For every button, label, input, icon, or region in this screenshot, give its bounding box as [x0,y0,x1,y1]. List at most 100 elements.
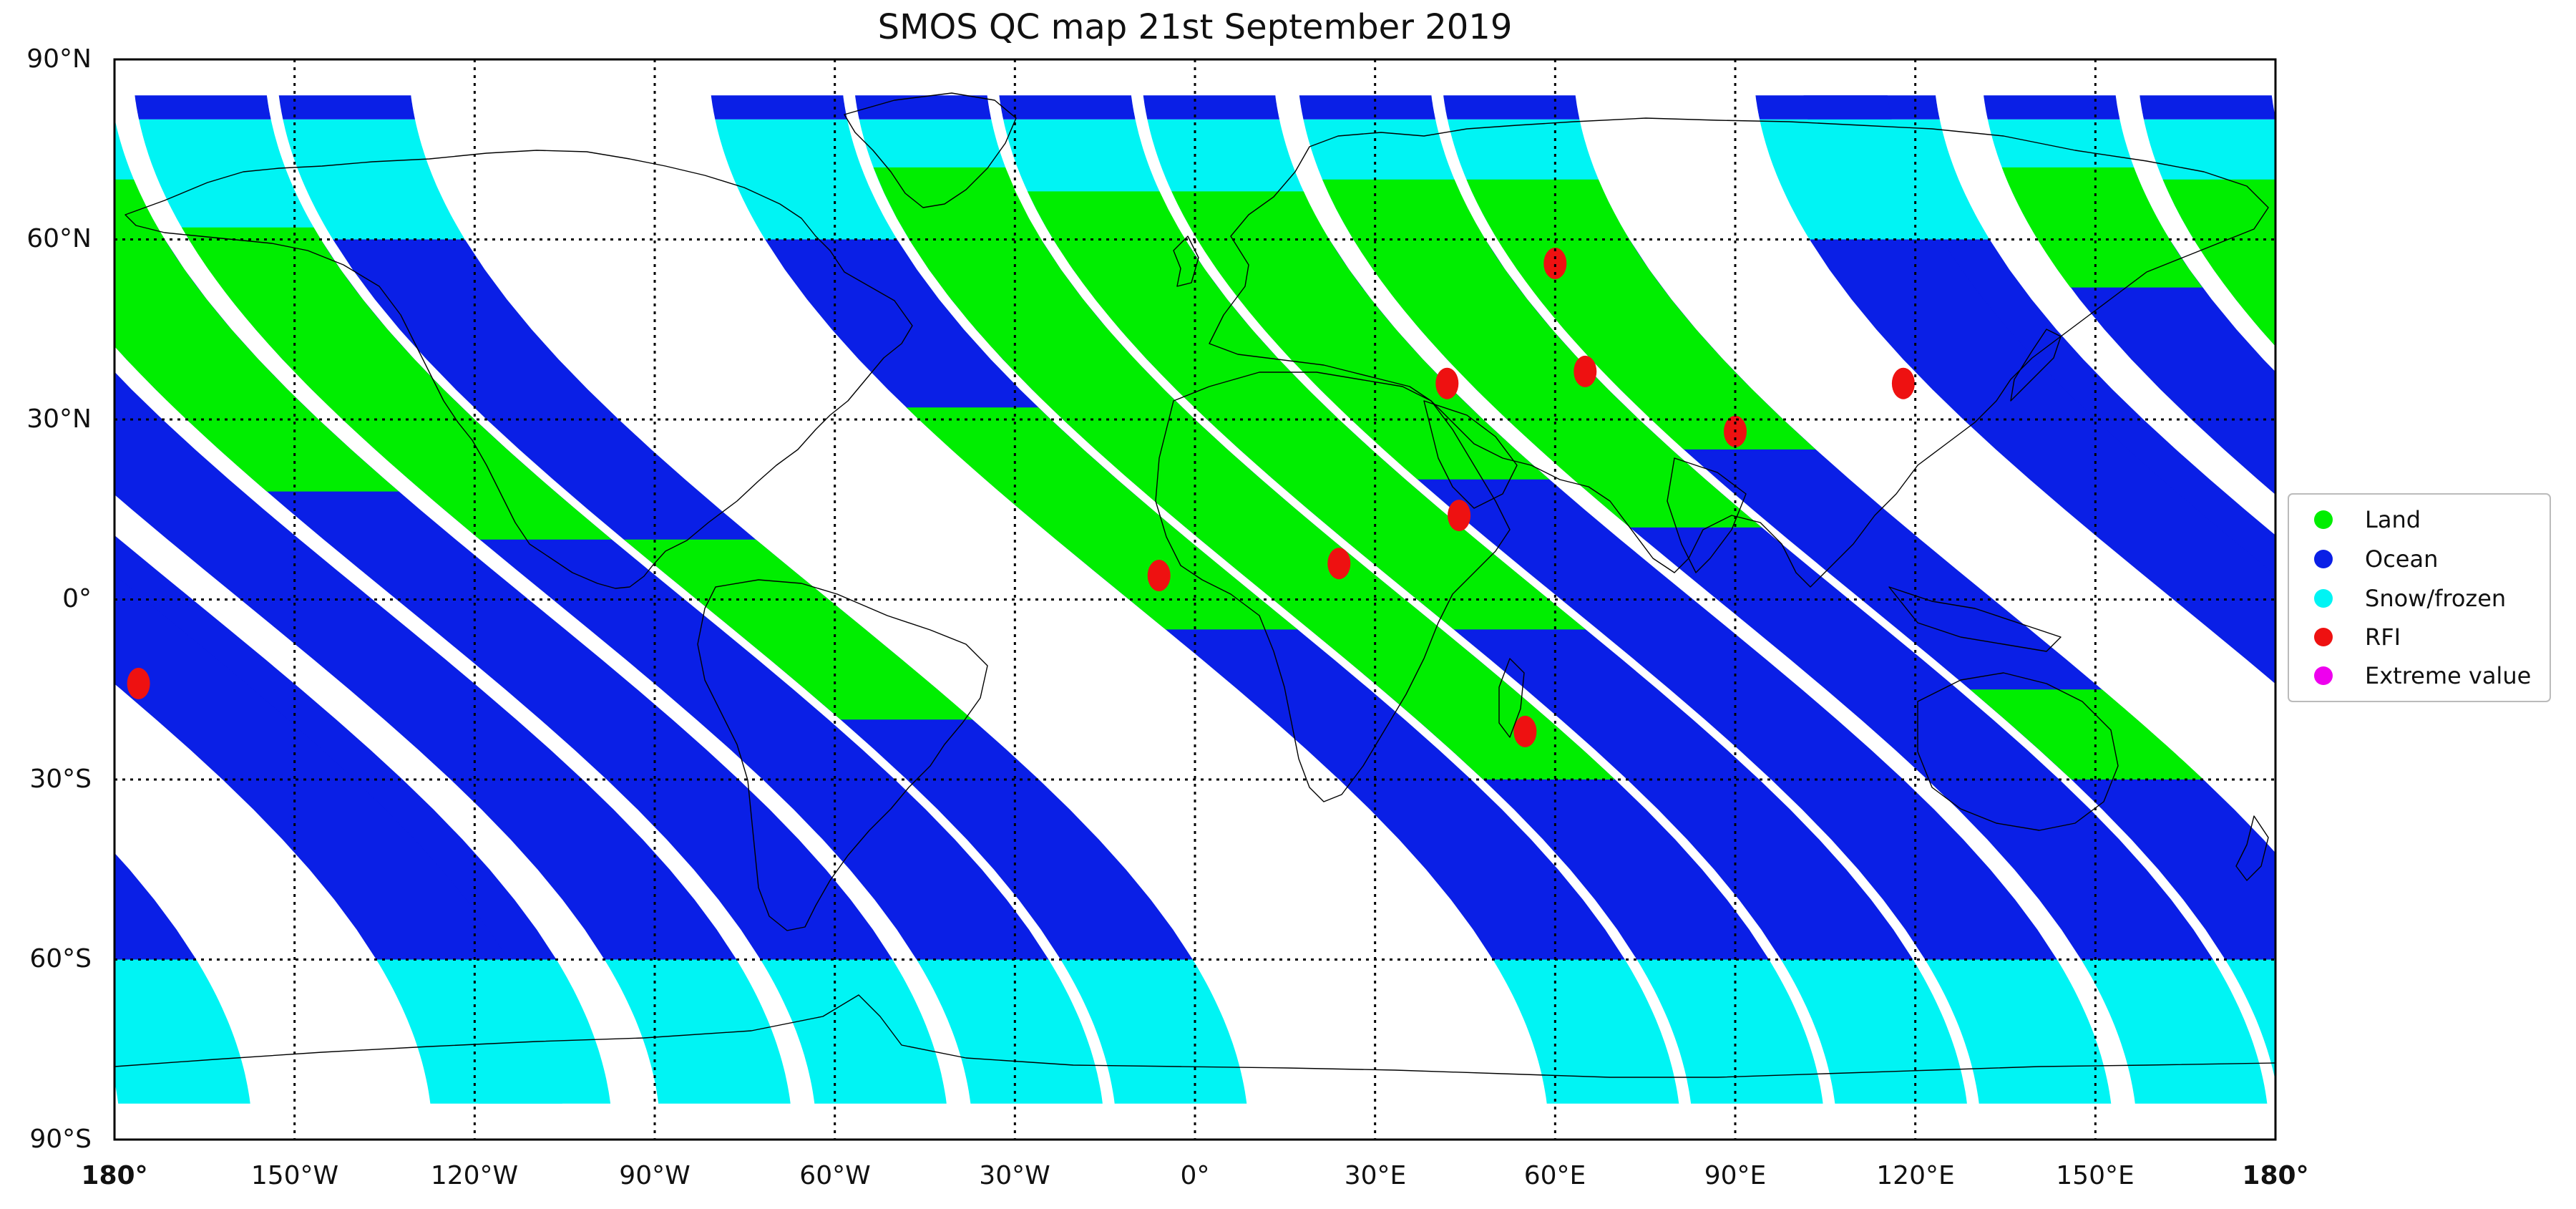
africa-coastline [1155,372,1511,802]
greenland-coastline [844,92,1017,208]
swath-snow-segment [2300,120,2482,240]
swath-ocean-segment [0,240,52,960]
lon-tick-label: 150°W [251,1161,338,1190]
legend-marker-ocean [2314,550,2333,568]
graticule-lines [114,59,2275,1140]
swath-ocean-segment [855,95,992,120]
swath-snow-segment [376,959,562,1104]
swath-land-segment [1970,689,2204,780]
madagascar-coastline [1498,658,1525,738]
swath-snow-segment [139,119,321,240]
legend-label-land: Land [2365,506,2421,533]
lat-tick-label: 60°S [29,944,92,973]
arabia-coastline [1423,400,1518,509]
rfi-patch [1147,560,1171,591]
legend-marker-extreme-value [2314,666,2333,685]
swath-land-segment [2343,228,2576,540]
swath-snow-segment [283,119,465,240]
lon-tick-label: 30°W [979,1161,1050,1190]
swath-ocean-segment [2037,239,2275,495]
swath-ocean-segment [1755,95,1892,120]
lon-tick-label: 180° [81,1161,147,1190]
lon-tick-label: 60°E [1524,1161,1586,1190]
lon-tick-label: 60°W [799,1161,870,1190]
swath-land-segment [114,179,399,492]
map-frame [113,58,2277,1141]
swath-ocean-segment [1299,95,1436,120]
swath-snow-segment [2537,960,2576,1104]
legend-box [2288,493,2551,702]
swath-ocean-segment [999,95,1136,120]
swath-ocean-segment [1143,95,1279,120]
swath-land-segment [906,407,1298,630]
lat-tick-label: 30°S [29,764,92,794]
legend-marker-land [2314,510,2333,529]
lat-tick-label: 90°N [26,44,92,74]
swath-ocean-segment [1809,239,2275,684]
swath-snow-segment [0,120,9,240]
eurasia-coastline [1209,117,2269,588]
swath-ocean-segment [2440,95,2576,120]
swath-ocean-segment [114,853,197,960]
legend-label-extreme-value: Extreme value [2365,662,2531,689]
swath-land-segment [181,227,612,540]
swath-land-segment [2162,179,2275,346]
north-america-coastline [125,150,913,589]
swath-snow-segment [1493,959,1679,1104]
swath-snow-segment [1925,959,2112,1104]
swath-ocean-segment [1443,95,1580,120]
swath-ocean-segment [1984,95,2120,120]
lon-tick-label: 180° [2242,1161,2308,1190]
south-america-coastline [697,579,988,931]
swath-ocean-segment [135,95,271,120]
legend-label-ocean: Ocean [2365,545,2438,573]
lon-tick-label: 30°E [1345,1161,1407,1190]
rfi-patch [1327,548,1351,580]
swath-snow-segment [1060,959,1247,1104]
map-legend: Land Ocean Snow/frozen RFI Extreme value [2288,493,2551,702]
antarctica-coastline [114,994,2275,1078]
new-zealand-coastline [2235,815,2269,881]
lat-tick-label: 0° [62,584,92,613]
swath-ocean-segment [278,95,415,120]
india-coastline [1667,457,1747,573]
swath-snow-segment [715,119,897,240]
swath-ocean-segment [2140,95,2275,120]
lat-tick-label: 30°N [26,404,92,434]
swath-snow-segment [2225,959,2275,1082]
lon-tick-label: 150°E [2056,1161,2134,1190]
axis-ticks: 90°N 60°N 30°N 0° 30°S 60°S 90°S 180° 15… [26,44,2308,1190]
swath-land-segment [1322,179,1762,528]
lon-tick-label: 0° [1181,1161,1210,1190]
rfi-patch [1891,367,1915,399]
swath-snow-segment [1760,119,1942,240]
legend-marker-snow-frozen [2314,589,2333,608]
uk-coastline [1173,236,1199,287]
swath-snow-segment [2081,959,2268,1104]
australia-coastline [1917,672,2119,831]
swath-snow-segment [760,959,947,1104]
rfi-patch [1513,715,1537,747]
swath-snow-segment [1780,959,1967,1104]
lat-tick-label: 60°N [26,224,92,253]
japan-coastline [2010,329,2062,402]
swath-snow-segment [0,960,106,1104]
coastlines [114,92,2275,1078]
swath-snow-segment [1636,959,1823,1104]
lon-tick-label: 120°E [1876,1161,1954,1190]
swath-ocean-segment [114,117,115,120]
legend-marker-rfi [2314,628,2333,646]
rfi-patch [1543,248,1567,279]
swath-land-segment [1027,191,1586,630]
swath-snow-segment [604,959,791,1104]
swath-ocean-segment [114,575,509,960]
swath-ocean-segment [114,535,557,960]
swath-land-segment [2001,167,2202,288]
swath-snow-segment [916,959,1103,1104]
swath-land-segment [1466,179,1816,450]
legend-label-snow-frozen: Snow/frozen [2365,585,2506,612]
lon-tick-label: 90°E [1704,1161,1767,1190]
rfi-patch [1435,367,1459,399]
legend-label-rfi: RFI [2365,623,2401,651]
